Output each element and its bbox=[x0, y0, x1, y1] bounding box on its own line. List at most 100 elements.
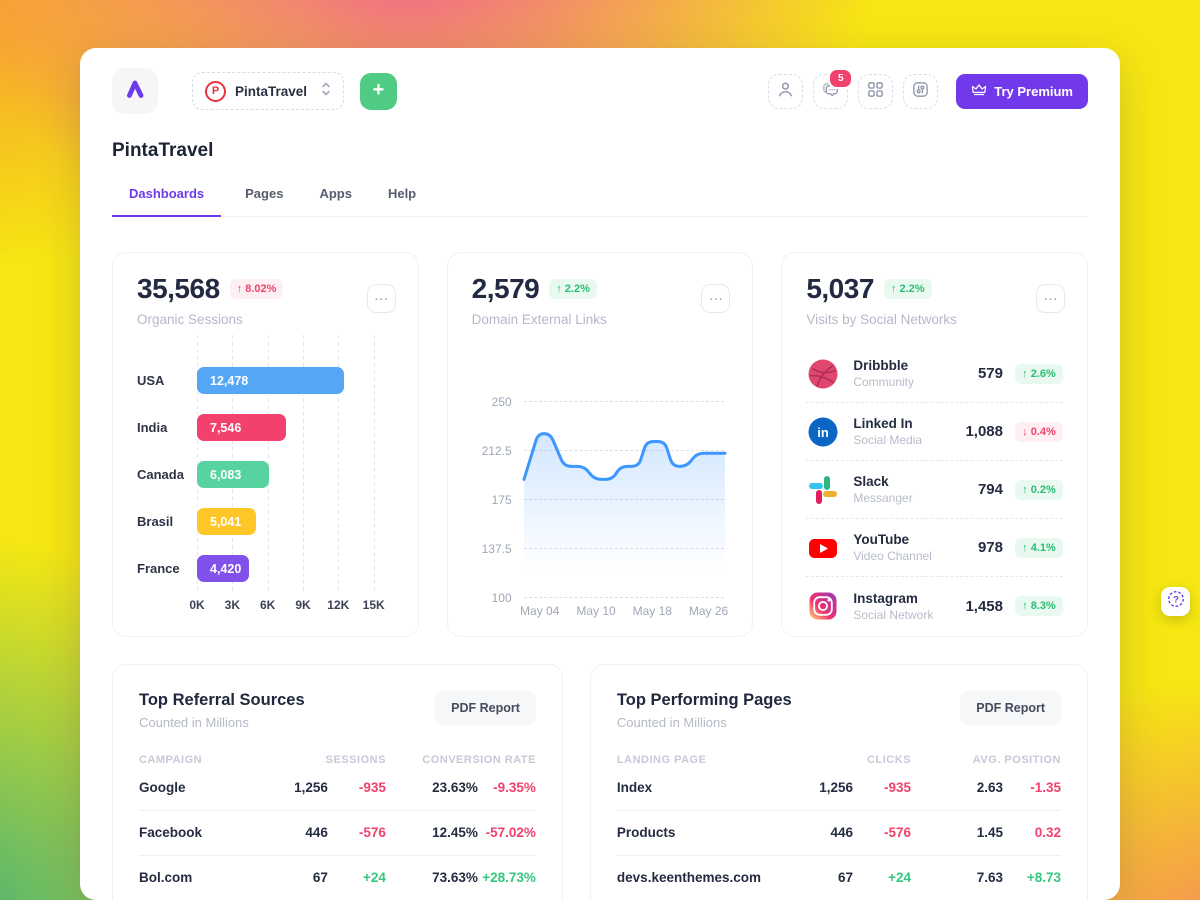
top-performing-pages-card: Top Performing Pages Counted in Millions… bbox=[589, 664, 1088, 900]
user-icon bbox=[776, 80, 795, 102]
social-visits-subtitle: Visits by Social Networks bbox=[806, 312, 957, 327]
table-title: Top Performing Pages bbox=[616, 691, 792, 709]
social-value: 1,088 bbox=[965, 423, 1003, 440]
youtube-icon bbox=[806, 531, 840, 565]
value: 73.63% bbox=[432, 870, 478, 885]
topbar: P PintaTravel + bbox=[112, 67, 1088, 114]
stat-header: 35,568 ↑ 8.02% bbox=[137, 273, 394, 305]
bar-category-label: France bbox=[137, 561, 180, 576]
chat-button[interactable]: 5 bbox=[813, 67, 854, 109]
tab-help[interactable]: Help bbox=[387, 186, 417, 201]
workspace-name: PintaTravel bbox=[235, 83, 308, 99]
user-button[interactable] bbox=[768, 73, 804, 109]
social-category: Social Network bbox=[853, 607, 934, 622]
slack-icon bbox=[806, 473, 840, 507]
bar-row: Canada 6,083 bbox=[137, 451, 394, 498]
more-options-button[interactable]: … bbox=[366, 284, 396, 313]
tab-pages[interactable]: Pages bbox=[245, 186, 284, 201]
social-row: in Linked In Social Media 1,088 ↓ 0.4% bbox=[806, 403, 1063, 461]
social-name: Linked In bbox=[853, 416, 913, 431]
organic-sessions-delta-badge: ↑ 8.02% bbox=[229, 279, 284, 299]
stat-header: 5,037 ↑ 2.2% bbox=[806, 273, 1063, 305]
y-tick-label: 137.5 bbox=[481, 542, 512, 556]
apps-grid-button[interactable] bbox=[858, 73, 894, 109]
delta: -935 bbox=[883, 780, 911, 795]
workspace-selector[interactable]: P PintaTravel bbox=[192, 72, 344, 110]
y-tick-label: 212.5 bbox=[481, 444, 512, 458]
column-header: LANDING PAGE bbox=[616, 754, 707, 766]
try-premium-button[interactable]: Try Premium bbox=[956, 73, 1088, 109]
bar-row: France 4,420 bbox=[137, 545, 394, 592]
table-column-headers: CAMPAIGN SESSIONS CONVERSION RATE bbox=[139, 754, 536, 766]
value: 67 bbox=[312, 870, 328, 885]
tab-apps[interactable]: Apps bbox=[319, 186, 352, 201]
apps-grid-icon bbox=[866, 80, 885, 102]
table-title: Top Referral Sources bbox=[139, 691, 305, 709]
y-tick-label: 100 bbox=[491, 591, 512, 605]
delta: +24 bbox=[363, 870, 386, 885]
topbar-right: 5 bbox=[768, 67, 1088, 109]
x-tick-label: 12K bbox=[327, 598, 350, 612]
more-options-button[interactable]: … bbox=[1035, 284, 1065, 313]
social-info: Linked In Social Media bbox=[853, 416, 965, 447]
social-info: Instagram Social Network bbox=[853, 591, 965, 622]
tab-dashboards[interactable]: Dashboards bbox=[112, 186, 222, 217]
help-button[interactable]: ? bbox=[1161, 587, 1190, 616]
external-links-subtitle: Domain External Links bbox=[471, 312, 607, 327]
y-gridline: 100 bbox=[492, 591, 725, 605]
social-row: Instagram Social Network 1,458 ↑ 8.3% bbox=[806, 577, 1063, 635]
y-tick-label: 250 bbox=[491, 395, 512, 409]
question-badge-icon: ? bbox=[1166, 589, 1186, 614]
workspace-brand-icon: P bbox=[205, 80, 226, 102]
tabs: Dashboards Pages Apps Help bbox=[112, 186, 1088, 217]
social-visits-delta-badge: ↑ 2.2% bbox=[883, 279, 932, 299]
table-row: Facebook 446 -576 12.45% -57.02% bbox=[139, 811, 536, 856]
organic-sessions-subtitle: Organic Sessions bbox=[137, 312, 243, 327]
settings-button[interactable] bbox=[903, 73, 939, 109]
more-options-button[interactable]: … bbox=[701, 284, 731, 313]
social-name: Instagram bbox=[853, 590, 918, 606]
x-tick-label: 6K bbox=[259, 598, 276, 612]
social-value: 1,458 bbox=[965, 597, 1003, 615]
value-group: 67 +24 bbox=[761, 870, 911, 885]
y-gridline: 212.5 bbox=[482, 444, 725, 458]
value-group: 446 -576 bbox=[236, 825, 386, 840]
table-column-headers: LANDING PAGE CLICKS AVG. POSITION bbox=[617, 754, 1061, 766]
value-group: 73.63% +28.73% bbox=[386, 870, 536, 885]
social-value: 978 bbox=[977, 539, 1003, 556]
social-name: YouTube bbox=[853, 532, 910, 547]
x-tick-label: 9K bbox=[295, 598, 311, 612]
pdf-report-button[interactable]: PDF Report bbox=[435, 691, 536, 725]
linkedin-icon: in bbox=[806, 415, 840, 449]
pdf-report-button[interactable]: PDF Report bbox=[960, 691, 1061, 725]
social-category: Social Media bbox=[853, 433, 923, 447]
tables-row: Top Referral Sources Counted in Millions… bbox=[112, 664, 1088, 900]
delta: -1.35 bbox=[1030, 780, 1061, 795]
stat-header: 2,579 ↑ 2.2% bbox=[472, 273, 729, 305]
bar-category-label: Canada bbox=[137, 467, 184, 482]
table-card-header: Top Referral Sources Counted in Millions… bbox=[139, 691, 536, 730]
x-tick-label: 0K bbox=[189, 598, 205, 612]
bar-track: 6,083 bbox=[197, 461, 374, 488]
social-delta-badge: ↑ 8.3% bbox=[1014, 596, 1063, 616]
bar: 12,478 bbox=[197, 367, 344, 394]
social-list: Dribbble Community 579 ↑ 2.6% in Linked In Soc… bbox=[806, 345, 1063, 635]
value-group: 67 +24 bbox=[236, 870, 386, 885]
stat-cards-row: 35,568 ↑ 8.02% Organic Sessions … USA 12,… bbox=[112, 252, 1088, 637]
add-button[interactable]: + bbox=[360, 72, 397, 110]
bar-row: Brasil 5,041 bbox=[137, 498, 394, 545]
value: 23.63% bbox=[432, 780, 478, 795]
links-line-chart: 250 212.5 175 137.5 100 May 04 May 10 May 18 May… bbox=[472, 395, 729, 618]
y-gridline: 250 bbox=[492, 395, 725, 409]
table-row: Products 446 -576 1.45 0.32 bbox=[616, 811, 1061, 856]
delta: 0.32 bbox=[1034, 825, 1061, 840]
settings-sliders-icon bbox=[911, 80, 930, 102]
social-value: 579 bbox=[977, 365, 1003, 382]
delta: -576 bbox=[358, 825, 386, 840]
app-logo[interactable] bbox=[112, 68, 158, 114]
x-tick-label: 15K bbox=[362, 598, 385, 612]
external-links-delta-badge: ↑ 2.2% bbox=[549, 279, 597, 299]
value: 2.63 bbox=[976, 780, 1003, 795]
social-category: Messanger bbox=[853, 491, 913, 505]
value: 1,256 bbox=[819, 780, 853, 795]
